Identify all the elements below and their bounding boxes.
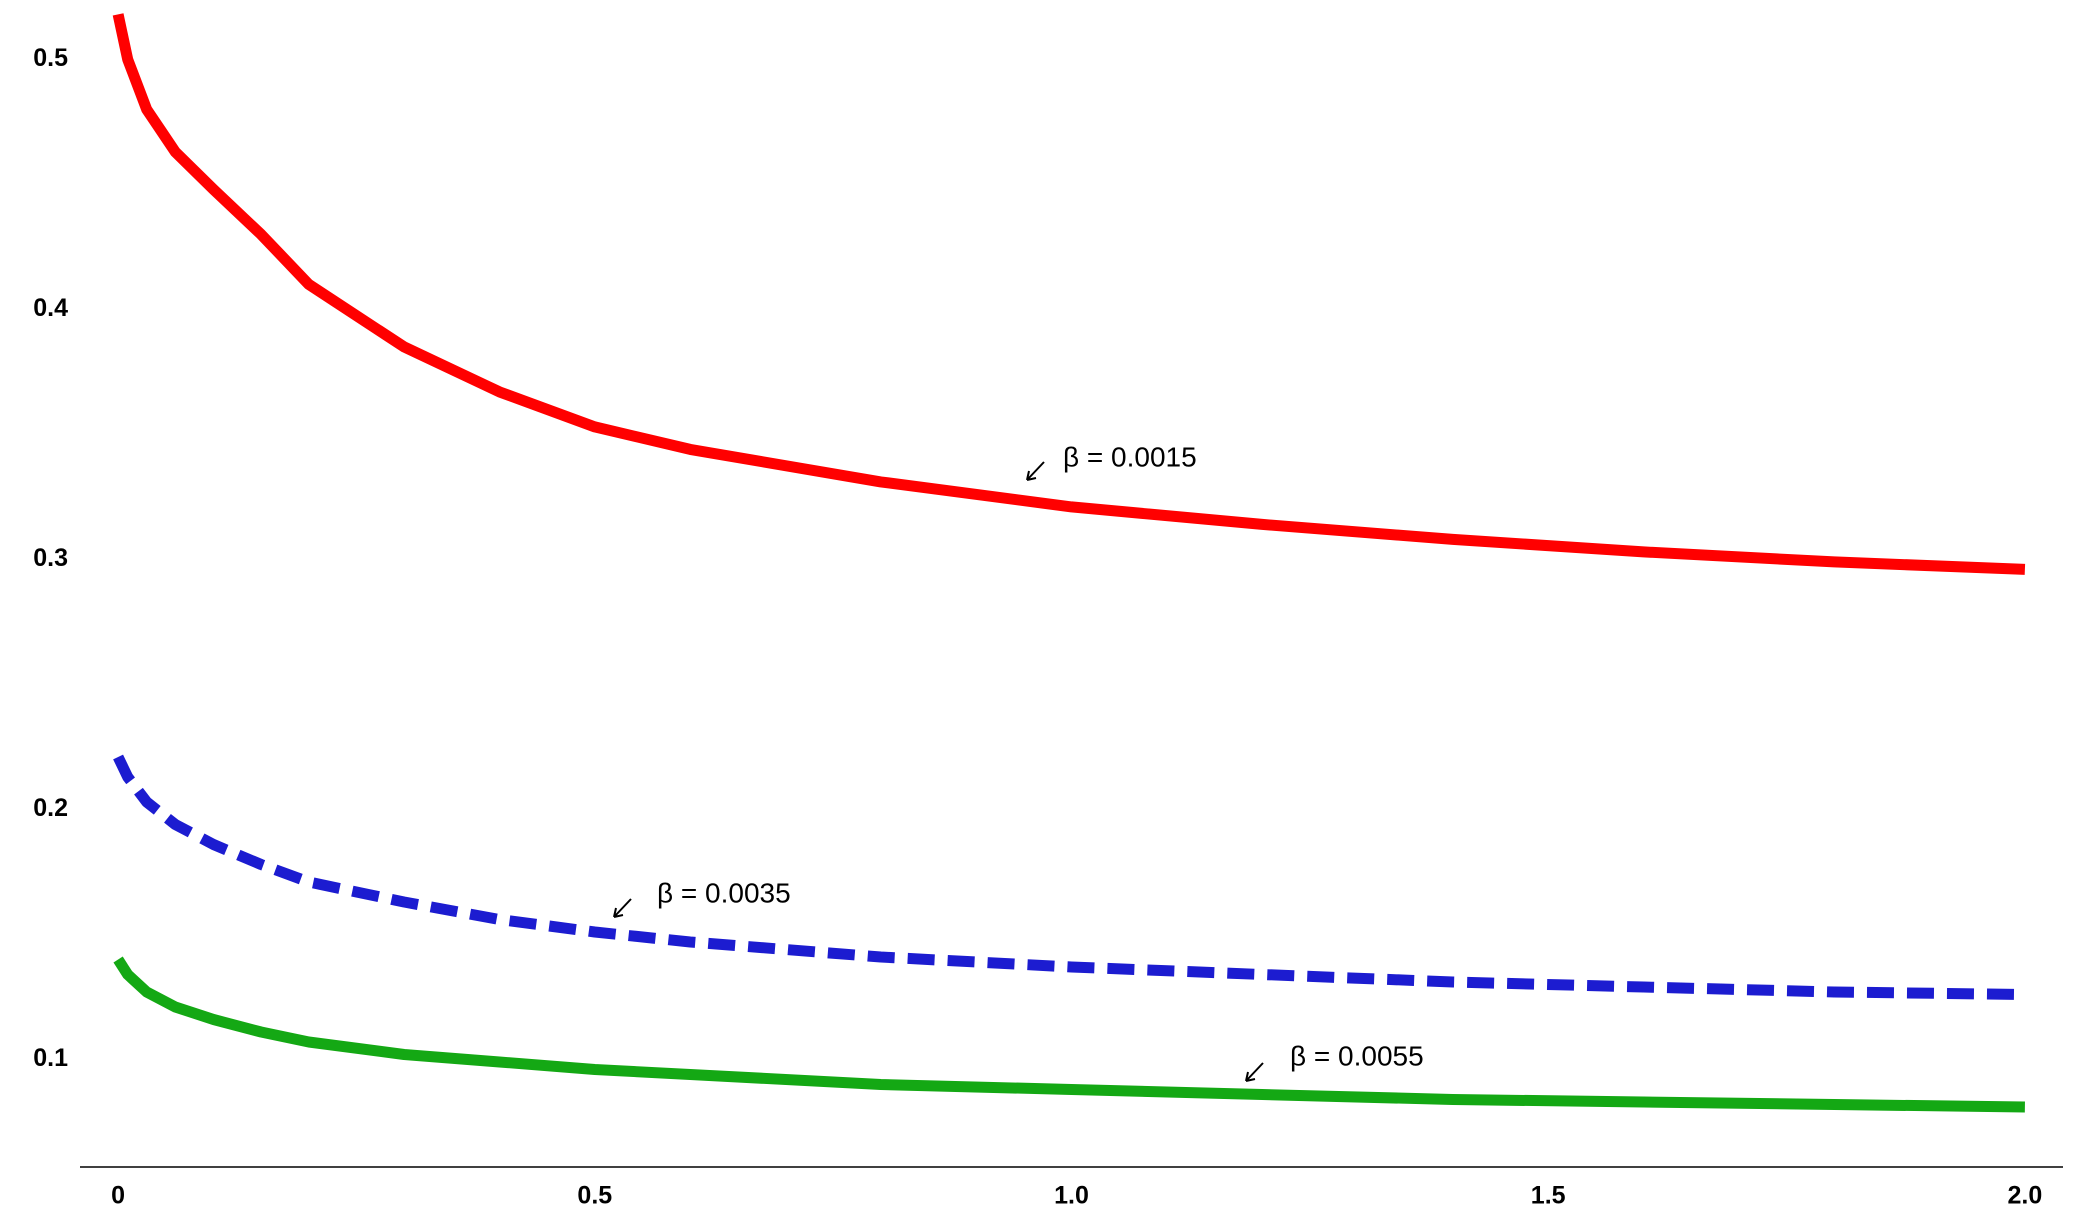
x-tick-label: 2.0: [2007, 1182, 2042, 1210]
x-tick-label: 1.5: [1531, 1182, 1566, 1210]
annotation: β = 0.0015: [1063, 441, 1197, 472]
series-line: [112, 13, 2026, 575]
y-tick-label: 0.2: [33, 794, 68, 822]
annotation: β = 0.0055: [1290, 1040, 1424, 1071]
x-tick-label: 0.5: [577, 1182, 612, 1210]
x-tick-label: 1.0: [1054, 1182, 1089, 1210]
y-tick-label: 0.1: [33, 1044, 68, 1072]
annotation: β = 0.0035: [657, 877, 791, 908]
y-tick-label: 0.3: [33, 544, 68, 572]
series-line: [113, 956, 2025, 1113]
annotation-arrows: [613, 461, 1264, 1082]
x-tick-label: 0: [111, 1182, 125, 1210]
series-line: [113, 754, 2025, 1000]
y-tick-label: 0.5: [33, 44, 68, 72]
y-tick-label: 0.4: [33, 294, 68, 322]
